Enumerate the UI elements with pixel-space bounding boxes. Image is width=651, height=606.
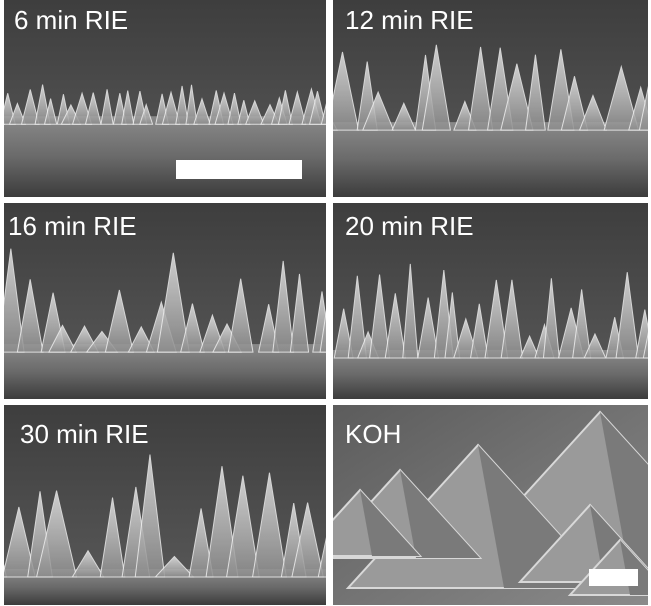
spike [0,96,4,124]
scale-bar [176,160,302,179]
page: {"panels": [ {"label": "6 min RIE"}, {"l… [0,0,651,606]
panel-label: 16 min RIE [8,211,137,241]
panel-label: 12 min RIE [345,5,474,35]
panels [0,0,651,605]
panel-label: 6 min RIE [14,5,128,35]
substrate [333,122,648,197]
panel-label: 20 min RIE [345,211,474,241]
panel-label: KOH [345,419,401,449]
substrate [4,116,326,197]
panel-label: 30 min RIE [20,419,149,449]
spike [0,252,1,352]
figure: 6 min RIE 12 min RIE 16 min RIE 20 min R… [0,0,651,606]
scale-bar [589,569,638,586]
